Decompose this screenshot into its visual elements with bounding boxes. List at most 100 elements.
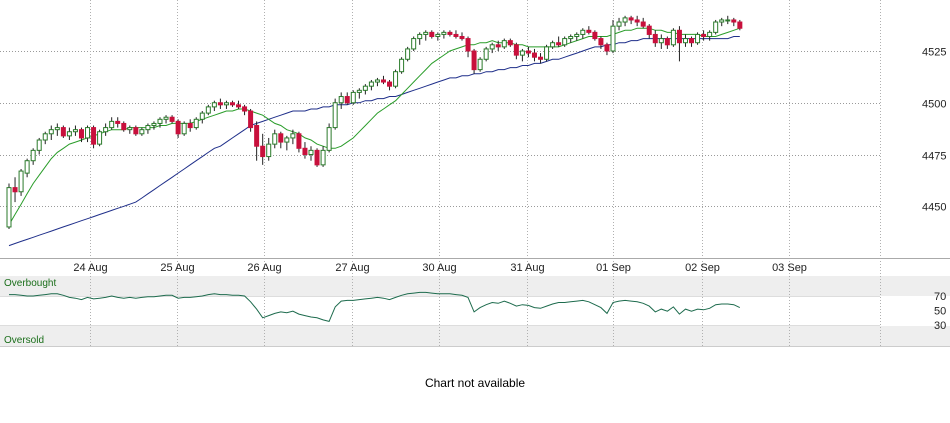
candle-up	[6, 187, 12, 228]
candle-down	[640, 21, 646, 27]
candle-up	[399, 58, 405, 73]
candle-up	[103, 127, 109, 133]
candle-down	[646, 25, 652, 35]
candle-up	[719, 19, 725, 23]
candle-up	[127, 127, 133, 131]
y-tick-label: 4500	[922, 99, 946, 111]
oscillator-tick-label: 70	[934, 291, 946, 303]
candle-up	[568, 36, 574, 40]
x-tick-label: 27 Aug	[335, 262, 369, 274]
candle-up	[489, 44, 495, 50]
candle-down	[115, 120, 121, 124]
candle-down	[236, 104, 242, 108]
candle-up	[580, 29, 586, 35]
candle-up	[18, 170, 24, 193]
chart-footer-note: Chart not available	[424, 376, 526, 390]
candle-up	[308, 149, 314, 156]
candle-down	[556, 42, 562, 46]
candle-up	[48, 129, 54, 135]
candle-up	[393, 71, 399, 87]
candle-up	[66, 131, 72, 137]
candle-down	[169, 116, 175, 122]
candle-down	[314, 149, 320, 166]
candle-down	[380, 79, 386, 83]
series-long-average	[8, 36, 740, 247]
x-tick-label: 30 Aug	[422, 262, 456, 274]
candle-up	[682, 38, 688, 44]
oscillator-line	[9, 291, 741, 322]
candle-down	[175, 120, 181, 135]
x-tick-label: 03 Sep	[772, 262, 807, 274]
candle-down	[248, 110, 254, 129]
candle-up	[24, 160, 30, 174]
candle-down	[278, 133, 284, 143]
candle-up	[411, 38, 417, 50]
candle-up	[477, 58, 483, 71]
candle-up	[501, 40, 507, 48]
candle-down	[242, 106, 248, 112]
candle-up	[193, 118, 199, 129]
candle-up	[616, 21, 622, 27]
candle-up	[205, 106, 211, 114]
candle-up	[610, 25, 616, 52]
candle-up	[97, 131, 103, 145]
candle-up	[36, 139, 42, 151]
x-tick-label: 02 Sep	[685, 262, 720, 274]
candle-up	[42, 133, 48, 141]
candle-up	[622, 17, 628, 23]
candle-up	[670, 29, 676, 46]
candle-down	[495, 44, 501, 48]
candle-up	[544, 46, 550, 60]
candle-up	[562, 38, 568, 46]
candle-down	[507, 40, 513, 46]
candle-up	[284, 137, 290, 143]
candle-up	[338, 96, 344, 104]
candle-down	[229, 102, 235, 106]
candle-up	[417, 33, 423, 40]
oversold-label: Oversold	[4, 335, 44, 346]
candle-up	[435, 33, 441, 38]
candle-down	[604, 44, 610, 52]
candle-up	[519, 50, 525, 56]
candle-down	[538, 56, 544, 60]
candle-down	[598, 38, 604, 46]
candle-down	[701, 33, 707, 38]
candle-up	[109, 120, 115, 129]
candle-up	[368, 81, 374, 87]
candle-down	[592, 31, 598, 40]
candle-up	[139, 129, 145, 135]
candle-up	[211, 102, 217, 108]
y-tick-label: 4450	[922, 202, 946, 214]
candle-up	[550, 42, 556, 48]
x-tick-label: 31 Aug	[510, 262, 544, 274]
candle-up	[72, 129, 78, 133]
candle-down	[689, 38, 695, 44]
candle-up	[350, 91, 356, 104]
candle-down	[429, 31, 435, 38]
candle-up	[405, 48, 411, 60]
candle-down	[217, 102, 223, 106]
candle-up	[441, 31, 447, 35]
candle-up	[356, 89, 362, 93]
overbought-label: Overbought	[4, 278, 56, 289]
candle-down	[187, 122, 193, 129]
oversold-zone	[0, 326, 950, 346]
candle-down	[586, 29, 592, 33]
candle-up	[374, 79, 380, 83]
candle-down	[628, 17, 634, 21]
candle-up	[725, 19, 731, 22]
candle-down	[453, 33, 459, 38]
candle-up	[199, 112, 205, 120]
candle-down	[513, 44, 519, 56]
candle-up	[574, 33, 580, 38]
candle-down	[737, 21, 743, 29]
candle-down	[387, 81, 393, 87]
candle-up	[223, 102, 229, 106]
candle-up	[266, 143, 272, 158]
candle-down	[634, 19, 640, 23]
candle-down	[296, 133, 302, 149]
candle-up	[707, 31, 713, 38]
candle-down	[731, 19, 737, 23]
candle-down	[652, 33, 658, 44]
